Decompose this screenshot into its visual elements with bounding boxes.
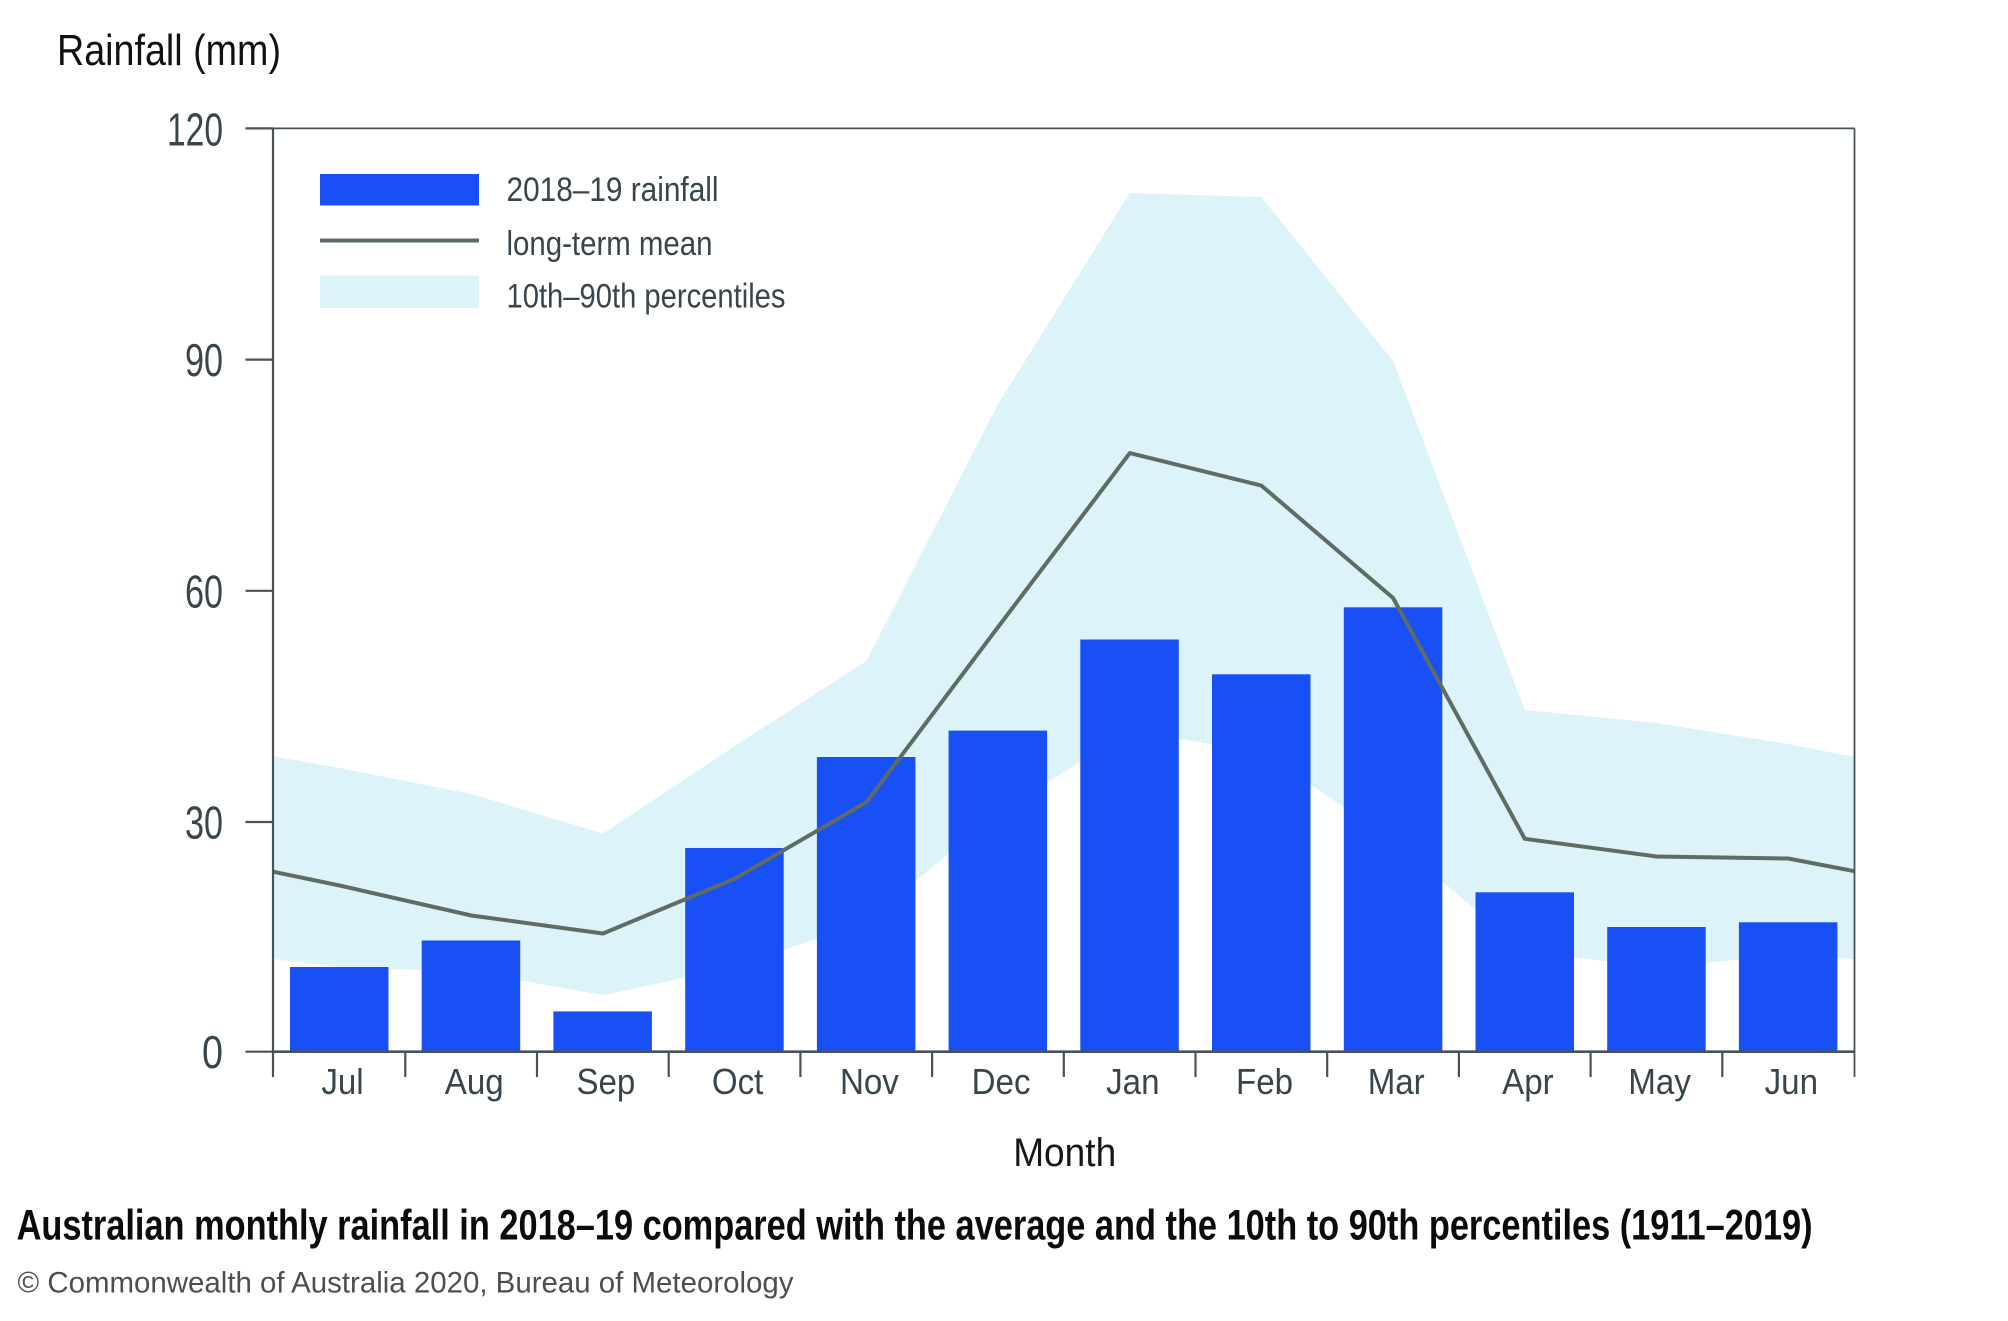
svg-text:Sep: Sep (576, 1061, 635, 1102)
svg-text:0: 0 (202, 1026, 223, 1078)
svg-text:Australian monthly rainfall in: Australian monthly rainfall in 2018–19 c… (17, 1202, 1813, 1250)
svg-text:90: 90 (185, 334, 223, 386)
svg-text:Apr: Apr (1502, 1061, 1554, 1102)
svg-text:Dec: Dec (972, 1061, 1031, 1102)
svg-text:Rainfall (mm): Rainfall (mm) (57, 26, 281, 75)
svg-text:Jan: Jan (1106, 1061, 1159, 1102)
svg-text:60: 60 (185, 565, 223, 617)
svg-text:Feb: Feb (1236, 1061, 1293, 1102)
svg-text:Month: Month (1013, 1131, 1116, 1175)
svg-text:May: May (1628, 1061, 1691, 1102)
svg-text:Jul: Jul (321, 1061, 363, 1102)
svg-text:Nov: Nov (840, 1061, 899, 1102)
svg-text:120: 120 (167, 104, 223, 156)
svg-text:2018–19 rainfall: 2018–19 rainfall (507, 171, 719, 209)
svg-text:Aug: Aug (445, 1061, 504, 1102)
svg-text:Jun: Jun (1765, 1061, 1818, 1102)
svg-text:long-term mean: long-term mean (507, 225, 713, 263)
svg-text:Oct: Oct (712, 1061, 764, 1102)
svg-text:© Commonwealth of Australia 20: © Commonwealth of Australia 2020, Bureau… (18, 1267, 794, 1300)
svg-text:Mar: Mar (1368, 1061, 1425, 1102)
svg-text:30: 30 (185, 797, 223, 849)
svg-text:10th–90th percentiles: 10th–90th percentiles (507, 278, 786, 316)
